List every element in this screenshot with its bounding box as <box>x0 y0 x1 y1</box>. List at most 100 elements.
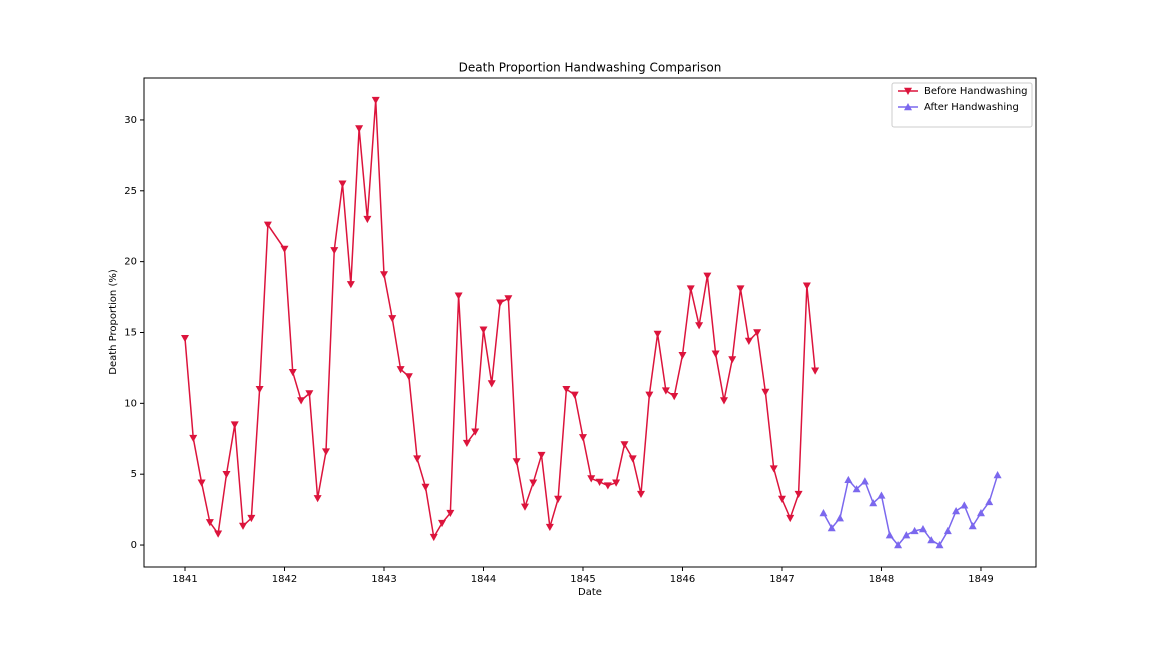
data-point <box>620 441 629 449</box>
data-point <box>711 350 720 358</box>
legend-marker <box>904 87 912 95</box>
data-point <box>446 509 455 518</box>
data-point <box>338 180 347 188</box>
data-point <box>421 483 430 491</box>
data-point <box>794 490 803 499</box>
x-tick-label: 1842 <box>272 574 297 585</box>
data-point <box>537 451 546 460</box>
data-point <box>661 387 670 395</box>
data-point <box>554 495 563 503</box>
legend: Before Handwashing After Handwashing <box>891 82 1033 128</box>
data-point <box>695 322 704 330</box>
data-point <box>894 541 903 549</box>
data-point <box>330 247 339 255</box>
data-point <box>636 490 645 499</box>
data-point <box>943 526 952 535</box>
data-point <box>462 439 471 448</box>
data-point <box>761 388 770 397</box>
x-tick-label: 1849 <box>968 574 993 585</box>
data-point <box>703 272 712 280</box>
data-point <box>355 125 364 133</box>
data-point <box>786 514 795 523</box>
data-point <box>728 356 737 364</box>
data-point <box>454 292 463 300</box>
data-point <box>918 525 927 533</box>
data-point <box>371 96 380 105</box>
data-point <box>860 477 869 485</box>
data-point <box>927 536 936 544</box>
data-point <box>744 337 753 345</box>
data-point <box>869 499 878 507</box>
data-point <box>280 245 289 253</box>
data-point <box>197 479 206 487</box>
data-point <box>885 531 894 539</box>
data-point <box>802 282 811 290</box>
data-point <box>479 326 488 334</box>
data-point <box>811 367 820 375</box>
data-point <box>753 329 762 337</box>
data-point <box>297 397 306 405</box>
legend-box <box>891 82 1033 128</box>
data-point <box>910 526 919 535</box>
data-point <box>205 519 214 527</box>
data-point <box>852 485 861 493</box>
data-point <box>819 509 828 517</box>
data-point <box>379 271 388 279</box>
data-point <box>952 507 961 515</box>
data-point <box>645 391 654 399</box>
data-point <box>413 455 422 463</box>
legend-marker <box>904 103 912 111</box>
data-point <box>363 215 372 224</box>
data-point <box>404 373 413 381</box>
data-point <box>993 471 1002 479</box>
data-point <box>777 495 786 503</box>
data-point <box>968 522 977 530</box>
data-point <box>678 351 687 360</box>
data-point <box>670 393 679 401</box>
data-point <box>471 428 480 436</box>
data-point <box>877 491 886 499</box>
data-point <box>263 221 272 229</box>
y-tick-label: 25 <box>124 186 137 197</box>
data-point <box>313 495 322 503</box>
legend-label: After Handwashing <box>924 102 1019 113</box>
data-point <box>545 523 554 532</box>
data-point <box>578 434 587 442</box>
data-point <box>529 479 538 487</box>
series-line <box>822 474 999 547</box>
data-point <box>247 514 256 523</box>
data-point <box>437 519 446 528</box>
y-tick-label: 0 <box>131 540 137 551</box>
data-point <box>686 285 695 293</box>
data-point <box>653 330 662 338</box>
data-point <box>255 385 264 394</box>
x-tick-label: 1845 <box>570 574 595 585</box>
data-point <box>496 299 505 307</box>
legend-label: Before Handwashing <box>924 86 1028 97</box>
data-point <box>520 503 529 511</box>
data-point <box>769 465 778 473</box>
data-point <box>487 380 496 388</box>
data-point <box>512 458 521 466</box>
data-point <box>960 501 969 509</box>
data-point <box>222 470 231 479</box>
data-point <box>305 390 314 398</box>
x-tick-label: 1843 <box>371 574 396 585</box>
data-point <box>180 334 189 343</box>
data-point <box>844 475 853 484</box>
data-point <box>985 497 994 506</box>
y-tick-label: 15 <box>124 327 137 338</box>
y-tick-label: 5 <box>131 469 137 480</box>
y-tick-label: 30 <box>124 115 137 126</box>
x-tick-label: 1847 <box>769 574 794 585</box>
data-point <box>595 478 604 486</box>
x-tick-label: 1841 <box>172 574 197 585</box>
data-point <box>603 482 612 490</box>
data-point <box>587 475 596 483</box>
data-point <box>230 421 239 429</box>
data-point <box>736 285 745 293</box>
data-point <box>935 541 944 549</box>
y-tick-label: 10 <box>124 398 137 409</box>
data-point <box>189 434 198 443</box>
